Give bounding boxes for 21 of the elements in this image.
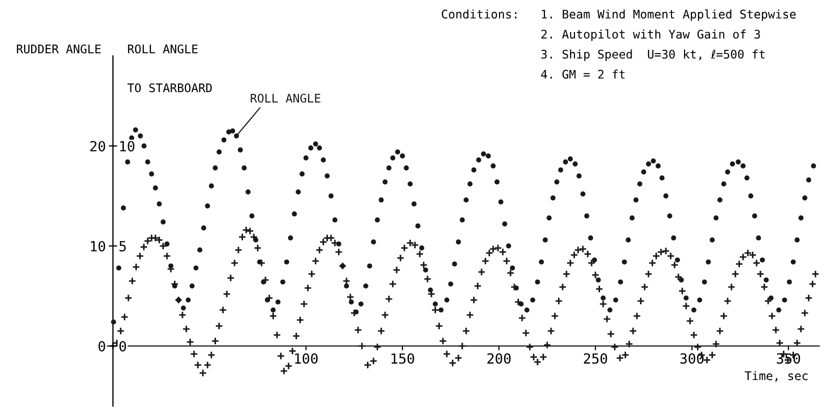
text: Conditions: [442, 9, 516, 19]
y2-tick-label: 10 [120, 140, 134, 152]
annotation: 3. Ship Speed U=30 kt, ℓ=500 ft [541, 50, 765, 61]
x-tick-label: 200 [487, 353, 511, 364]
y2-tick-label: 5 [119, 241, 126, 252]
x-axis-title: Time, sec [744, 371, 808, 382]
x-tick-label: 250 [584, 353, 608, 364]
text: 1. Beam Wind Moment Applied Stepwise [542, 9, 796, 21]
y-tick-label: 0 [98, 341, 106, 352]
annotation: 4. GM = 2 ft [541, 70, 625, 79]
x-tick-label: 150 [392, 353, 414, 364]
y2-tick-label: 0 [119, 341, 126, 352]
x-tick-label: 100 [295, 353, 318, 364]
x-tick-label: 300 [680, 353, 704, 364]
y-tick-label: 20 [90, 140, 106, 152]
y-axis-title: RUDDER ANGLE [16, 44, 101, 54]
text: 2. Autopilot with Yaw Gain of 3 [541, 29, 760, 41]
y2-axis-title: ROLL ANGLE [128, 44, 198, 54]
text: ROLL ANGLE [250, 94, 320, 103]
y-tick-label: 10 [90, 240, 106, 252]
annotation: TO STARBOARD [128, 83, 212, 92]
